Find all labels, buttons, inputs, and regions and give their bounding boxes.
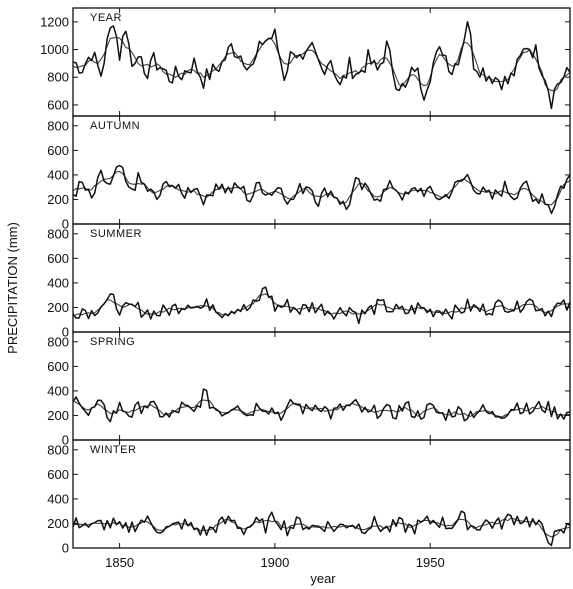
panels-group: 600 800 1000 1200 YEAR 0 200 400 600 800 AUTUMN 0 20… xyxy=(40,7,571,556)
panel-frame xyxy=(72,439,571,549)
y-tick-label: 800 xyxy=(47,442,69,457)
y-tick-label: 1000 xyxy=(40,42,69,57)
panel-frame xyxy=(72,331,571,441)
y-tick-label: 600 xyxy=(47,97,69,112)
series-line xyxy=(72,20,571,110)
x-axis-title: year xyxy=(310,571,336,586)
smoothed-line xyxy=(72,36,571,92)
panel-summer: 0 200 400 600 800 SUMMER xyxy=(47,223,571,340)
y-tick-label: 200 xyxy=(47,516,69,531)
smoothed-line xyxy=(72,293,570,318)
y-tick-label: 400 xyxy=(47,275,69,290)
y-tick-label: 400 xyxy=(47,167,69,182)
panel-spring: 0 200 400 600 800 SPRING xyxy=(47,331,571,448)
y-tick-label: 0 xyxy=(62,541,69,556)
x-axis: 1850 1900 1950 xyxy=(105,555,445,570)
series-line xyxy=(72,286,571,325)
y-tick-label: 0 xyxy=(62,217,69,232)
y-tick-label: 400 xyxy=(47,491,69,506)
y-tick-label: 800 xyxy=(47,226,69,241)
panel-label: SPRING xyxy=(90,336,135,348)
y-tick-label: 1200 xyxy=(40,14,69,29)
y-tick-label: 600 xyxy=(47,359,69,374)
panel-winter: 0 200 400 600 800 WINTER xyxy=(47,439,571,556)
x-tick-label: 1900 xyxy=(260,555,289,570)
y-tick-label: 600 xyxy=(47,143,69,158)
panel-label: WINTER xyxy=(90,444,136,456)
y-tick-label: 0 xyxy=(62,433,69,448)
panel-label: AUTUMN xyxy=(90,120,140,132)
panel-year: 600 800 1000 1200 YEAR xyxy=(40,7,571,117)
y-axis-title: PRECIPITATION (mm) xyxy=(5,222,20,354)
y-tick-label: 400 xyxy=(47,383,69,398)
y-tick-label: 600 xyxy=(47,467,69,482)
series-line xyxy=(72,510,571,547)
y-tick-label: 200 xyxy=(47,300,69,315)
series-line xyxy=(72,164,571,215)
y-tick-label: 0 xyxy=(62,325,69,340)
panel-autumn: 0 200 400 600 800 AUTUMN xyxy=(47,115,571,232)
smoothed-line xyxy=(72,399,571,418)
y-tick-label: 600 xyxy=(47,251,69,266)
y-tick-label: 200 xyxy=(47,408,69,423)
y-tick-label: 800 xyxy=(47,70,69,85)
y-tick-label: 800 xyxy=(47,334,69,349)
panel-frame xyxy=(72,7,571,117)
smoothed-line xyxy=(72,517,571,538)
panel-frame xyxy=(72,223,571,333)
panel-frame xyxy=(72,115,571,225)
series-line xyxy=(72,388,571,423)
smoothed-line xyxy=(72,170,571,206)
y-tick-label: 200 xyxy=(47,192,69,207)
x-tick-label: 1850 xyxy=(105,555,134,570)
x-tick-label: 1950 xyxy=(416,555,445,570)
panel-label: SUMMER xyxy=(90,228,142,240)
y-tick-label: 800 xyxy=(47,118,69,133)
panel-label: YEAR xyxy=(90,12,122,24)
